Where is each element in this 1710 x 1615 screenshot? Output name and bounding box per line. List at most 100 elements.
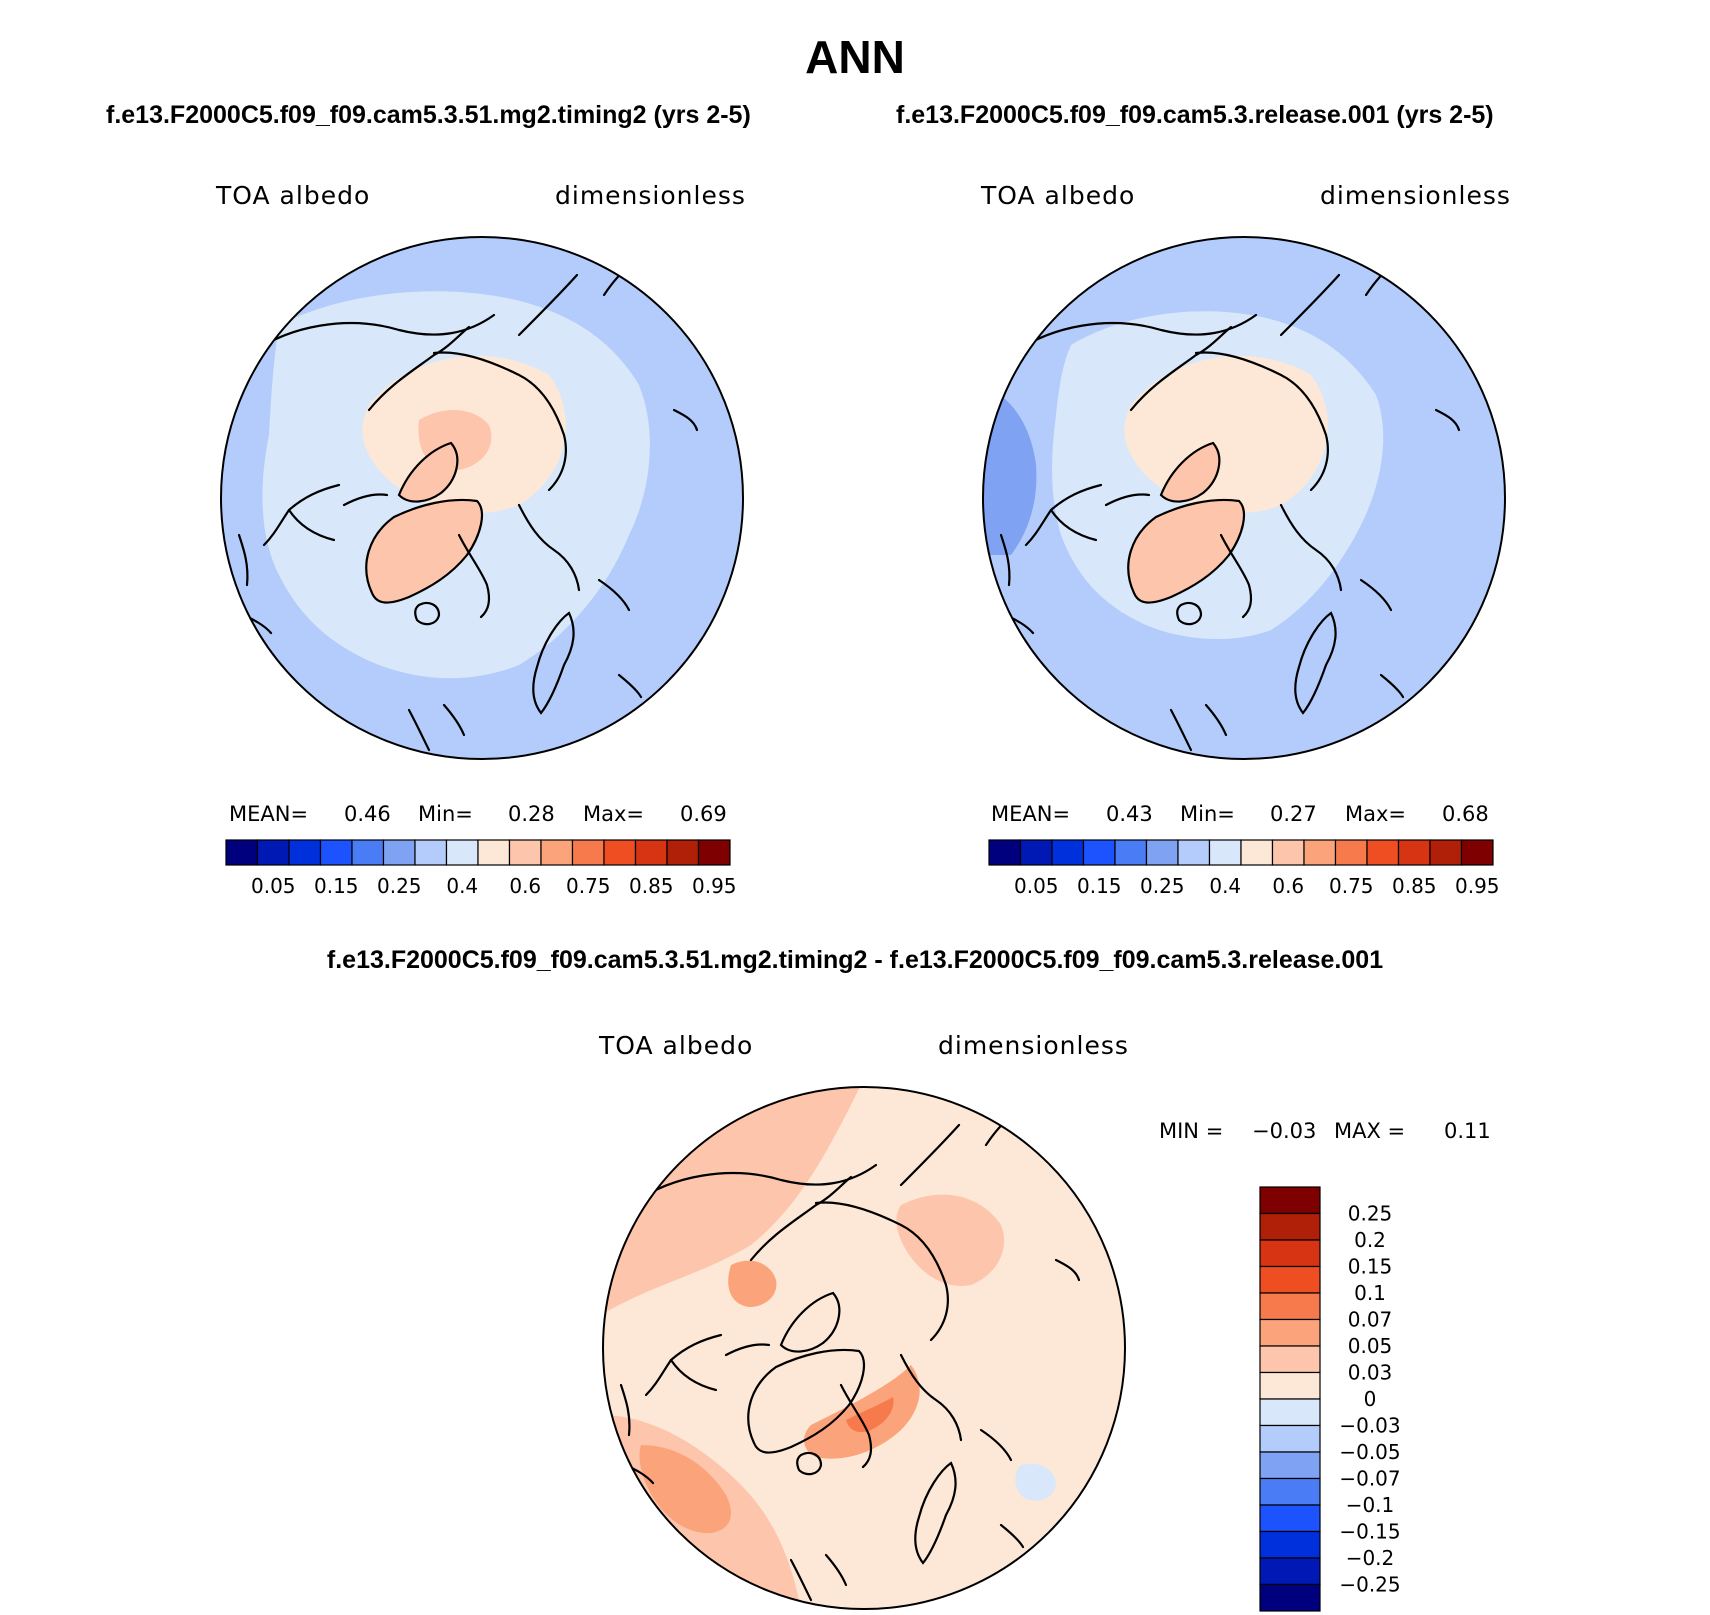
diff-colorbar-tick-label: 0.07 (1348, 1308, 1393, 1332)
panel-1-max-label: Max= (583, 802, 645, 826)
panel-1-colorbar-tick-label: 0.05 (251, 874, 296, 898)
panel-2-map-coastline (1219, 533, 1253, 619)
diff-map-coastline (796, 1451, 823, 1476)
diff-colorbar-swatch (1259, 1239, 1321, 1268)
diff-map-coastline (724, 1343, 771, 1357)
diff-map-contour (896, 1194, 1005, 1286)
panel-2-colorbar-tick-label: 0.05 (1014, 874, 1059, 898)
panel-2-colorbar-tick-label: 0.25 (1140, 874, 1185, 898)
panel-2-map-boundary (982, 236, 1506, 760)
panel-1-colorbar-swatch (540, 839, 574, 866)
diff-colorbar-swatch (1259, 1398, 1321, 1427)
panel-2-colorbar: 0.05 0.15 0.25 0.4 0.6 0.75 0.85 0.95 (988, 839, 1500, 898)
diff-map-coastline (899, 1353, 963, 1442)
diff-map-coastline (619, 1383, 631, 1437)
panel-1-map-coastline (517, 503, 581, 592)
panel-1-map-coastline (237, 533, 249, 587)
diff-colorbar-tick-label: −0.07 (1339, 1467, 1400, 1491)
diff-min-label: MIN = (1159, 1119, 1224, 1143)
panel-2-map-coastline (1204, 703, 1228, 737)
panel-1-case-title: f.e13.F2000C5.f09_f09.cam5.3.51.mg2.timi… (106, 101, 751, 129)
panel-2-colorbar-swatch (1366, 839, 1400, 866)
diff-colorbar: 0.250.2 0.150.1 0.070.05 0.030 −0.03−0.05 −0.… (1259, 1186, 1401, 1612)
panel-1-colorbar-swatch (477, 839, 511, 866)
diff-colorbar-swatch (1259, 1530, 1321, 1559)
diff-min-value: −0.03 (1252, 1119, 1317, 1143)
panel-1-colorbar-tick-label: 0.95 (692, 874, 737, 898)
panel-1-map-coastline (517, 273, 579, 337)
panel-2-colorbar-swatch (1019, 839, 1053, 866)
panel-2-units-label: dimensionless (1320, 181, 1511, 210)
diff-colorbar-swatch (1259, 1557, 1321, 1586)
panel-2-min-label: Min= (1180, 802, 1235, 826)
panel-1-colorbar: 0.05 0.15 0.25 0.4 0.6 0.75 0.85 0.95 (225, 839, 737, 898)
diff-colorbar-swatch (1259, 1212, 1321, 1241)
diff-map-contour (639, 1445, 731, 1534)
diff-colorbar-swatch (1259, 1265, 1321, 1294)
panel-2-map-coastline (1279, 503, 1343, 592)
diff-max-value: 0.11 (1444, 1119, 1491, 1143)
panel-2-map-coastline (999, 533, 1011, 587)
panel-2-colorbar-swatch (1397, 839, 1431, 866)
diff-colorbar-tick-label: −0.1 (1346, 1493, 1395, 1517)
panel-1-map-coastline (442, 703, 466, 737)
figure-title: ANN (805, 31, 905, 83)
diff-map-coastline (1054, 1258, 1081, 1282)
diff-map-coastline (999, 1523, 1025, 1549)
diff-map-coastline (669, 1358, 718, 1392)
panel-2-map-coastline (1176, 601, 1203, 626)
panel-2-colorbar-swatch (988, 839, 1022, 866)
panel-2-map-coastline (1129, 325, 1233, 412)
panel-1-map-coastline (342, 493, 389, 507)
panel-2-max-label: Max= (1345, 802, 1407, 826)
diff-variable-label: TOA albedo (599, 1031, 754, 1060)
panel-1-variable-label: TOA albedo (216, 181, 371, 210)
diff-map-contour (728, 1260, 777, 1307)
panel-1-map-coastline (457, 533, 491, 619)
diff-map-coastline (839, 1383, 873, 1469)
panel-2-min-value: 0.27 (1270, 802, 1317, 826)
panel-2-colorbar-swatch (1240, 839, 1274, 866)
diff-colorbar-tick-label: −0.15 (1339, 1520, 1400, 1544)
panel-2-colorbar-tick-label: 0.15 (1077, 874, 1122, 898)
panel-1-max-value: 0.69 (680, 802, 727, 826)
panel-2-colorbar-swatch (1145, 839, 1179, 866)
panel-1-colorbar-swatch (445, 839, 479, 866)
panel-2-polar-map (982, 236, 1506, 760)
diff-colorbar-swatch (1259, 1371, 1321, 1400)
panel-2-colorbar-tick-label: 0.75 (1329, 874, 1374, 898)
panel-1-mean-value: 0.46 (344, 802, 391, 826)
panel-1-colorbar-swatch (603, 839, 637, 866)
diff-units-label: dimensionless (938, 1031, 1129, 1060)
panel-1-map-coastline (367, 325, 471, 412)
panel-2-mean-label: MEAN= (991, 802, 1071, 826)
panel-2-map-coastline (1359, 578, 1393, 612)
panel-2-colorbar-tick-label: 0.85 (1392, 874, 1437, 898)
panel-1-map-coastline (397, 441, 459, 503)
panel-2-map-contour (983, 385, 1037, 555)
diff-map-contour (804, 1365, 920, 1459)
diff-map-coastline (747, 1348, 866, 1454)
panel-1-colorbar-swatch (256, 839, 290, 866)
panel-1-map-boundary (220, 236, 744, 760)
diff-colorbar-tick-label: 0.1 (1354, 1281, 1386, 1305)
diff-map-coastline (749, 1175, 853, 1262)
panel-2-map-ellesmere (1161, 443, 1220, 502)
panel-1-map-coastline (617, 673, 643, 699)
diff-map-coastline (914, 1461, 957, 1565)
diff-map-contour (846, 1397, 894, 1433)
panel-2-map-coastline (1194, 351, 1329, 492)
panel-2-map-coastline (1169, 708, 1193, 752)
panel-2-colorbar-swatch (1082, 839, 1116, 866)
panel-1-polar-map (220, 236, 744, 760)
panel-1-map-coastline (432, 351, 567, 492)
panel-2-map-coastline (1104, 493, 1151, 507)
panel-2-colorbar-swatch (1334, 839, 1368, 866)
panel-2-colorbar-swatch (1177, 839, 1211, 866)
panel-1-map-coastline (287, 508, 336, 542)
panel-2-variable-label: TOA albedo (981, 181, 1136, 210)
panel-1-colorbar-swatch (414, 839, 448, 866)
diff-colorbar-tick-label: 0.15 (1348, 1255, 1393, 1279)
panel-2-colorbar-swatch (1271, 839, 1305, 866)
panel-2-case-title: f.e13.F2000C5.f09_f09.cam5.3.release.001… (896, 101, 1494, 129)
